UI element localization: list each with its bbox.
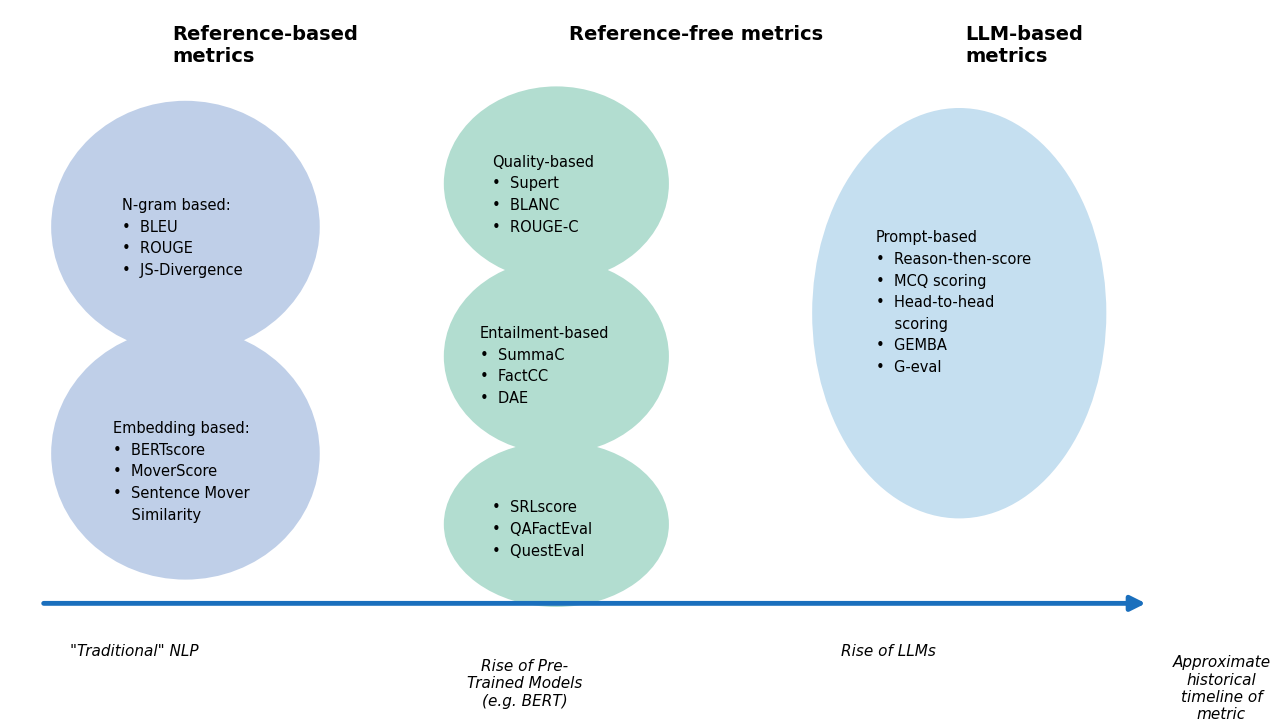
Text: Approximate
historical
timeline of
metric
development: Approximate historical timeline of metri…	[1172, 655, 1271, 720]
Ellipse shape	[51, 101, 320, 353]
Text: Rise of Pre-
Trained Models
(e.g. BERT): Rise of Pre- Trained Models (e.g. BERT)	[467, 659, 582, 708]
Text: LLM-based
metrics: LLM-based metrics	[966, 25, 1083, 66]
Text: Quality-based
•  Supert
•  BLANC
•  ROUGE-C: Quality-based • Supert • BLANC • ROUGE-C	[492, 155, 595, 235]
Text: Reference-free metrics: Reference-free metrics	[569, 25, 824, 44]
Ellipse shape	[444, 441, 669, 607]
Text: Reference-based
metrics: Reference-based metrics	[173, 25, 358, 66]
Text: Embedding based:
•  BERTscore
•  MoverScore
•  Sentence Mover
    Similarity: Embedding based: • BERTscore • MoverScor…	[113, 421, 249, 523]
Text: Entailment-based
•  SummaC
•  FactCC
•  DAE: Entailment-based • SummaC • FactCC • DAE	[480, 326, 609, 406]
Text: Rise of LLMs: Rise of LLMs	[842, 644, 936, 660]
Ellipse shape	[812, 108, 1106, 518]
Ellipse shape	[444, 259, 669, 454]
Ellipse shape	[51, 328, 320, 580]
Text: N-gram based:
•  BLEU
•  ROUGE
•  JS-Divergence: N-gram based: • BLEU • ROUGE • JS-Diverg…	[122, 198, 242, 278]
Text: Prompt-based
•  Reason-then-score
•  MCQ scoring
•  Head-to-head
    scoring
•  : Prompt-based • Reason-then-score • MCQ s…	[876, 230, 1031, 375]
Ellipse shape	[444, 86, 669, 281]
Text: "Traditional" NLP: "Traditional" NLP	[70, 644, 198, 660]
Text: •  SRLscore
•  QAFactEval
•  QuestEval: • SRLscore • QAFactEval • QuestEval	[492, 500, 592, 559]
